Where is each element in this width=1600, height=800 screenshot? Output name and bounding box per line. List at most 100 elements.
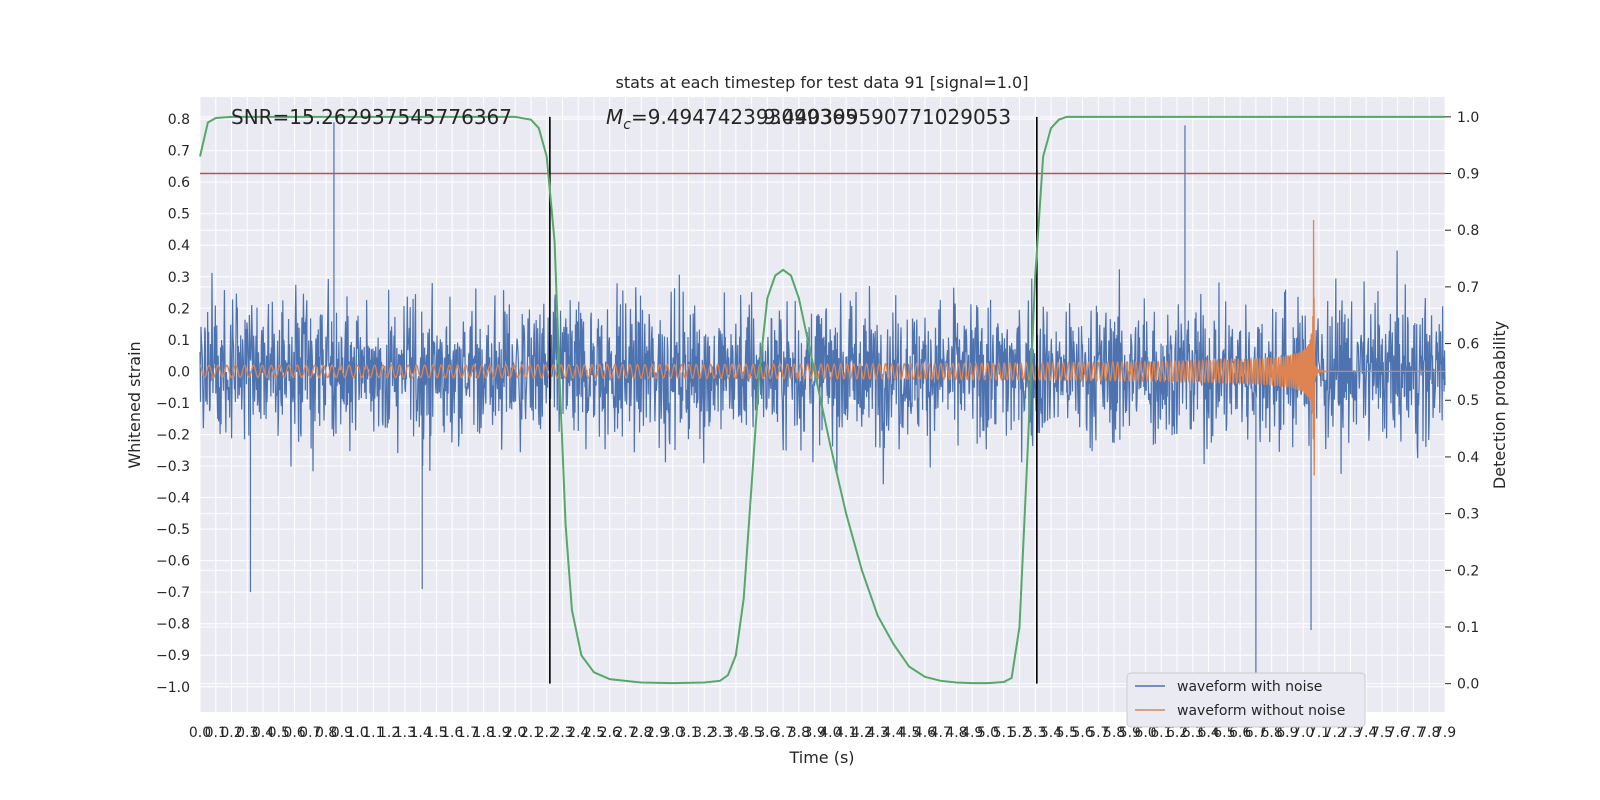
y-tick-label: 0.2 [168,301,190,317]
x-tick-label: 5.3 [1024,725,1046,741]
x-tick-label: 4.4 [882,725,904,741]
legend-label-clean: waveform without noise [1177,703,1345,719]
x-tick-label: 0.9 [331,725,353,741]
x-tick-label: 4.3 [867,725,889,741]
x-tick-label: 3.8 [788,725,810,741]
x-tick-label: 3.3 [709,725,731,741]
mc-symbol: M [606,105,623,129]
mc-value: =9.494742393099365 [631,105,858,129]
y-tick-label: −0.3 [156,459,190,475]
x-tick-label: 3.9 [803,725,825,741]
x-tick-label: 1.8 [473,725,495,741]
y2-axis-label: Detection probability [1490,321,1509,489]
chirp-series [199,219,1445,476]
x-tick-label: 1.5 [425,725,447,741]
y-tick-label: −0.6 [156,554,190,570]
y2-tick-label: 0.0 [1457,677,1479,693]
y-tick-label: −0.7 [156,585,190,601]
x-tick-label: 1.7 [457,725,479,741]
x-tick-label: 3.6 [756,725,778,741]
x-tick-label: 3.4 [725,725,747,741]
x-tick-label: 6.1 [1150,725,1172,741]
x-tick-label: 4.2 [851,725,873,741]
y2-tick-label: 0.8 [1457,223,1479,239]
x-tick-label: 5.5 [1056,725,1078,741]
x-tick-label: 2.3 [551,725,573,741]
x-tick-label: 7.5 [1371,725,1393,741]
x-tick-label: 7.3 [1339,725,1361,741]
x-tick-label: 2.1 [520,725,542,741]
x-tick-label: 3.2 [693,725,715,741]
x-tick-label: 6.3 [1182,725,1204,741]
x-tick-label: 2.6 [599,725,621,741]
x-tick-label: 2.0 [504,725,526,741]
x-tick-label: 5.8 [1103,725,1125,741]
y-tick-label: −0.4 [156,491,190,507]
legend-label-noise: waveform with noise [1177,679,1322,695]
x-tick-label: 4.7 [930,725,952,741]
x-tick-label: 0.5 [268,725,290,741]
y-tick-label: −0.8 [156,617,190,633]
noise-series [199,122,1446,681]
x-tick-label: 5.4 [1040,725,1062,741]
y-tick-label: −0.5 [156,522,190,538]
mc-subscript: c [623,117,631,133]
detection-probability-line [199,115,1445,685]
x-tick-label: 6.8 [1261,725,1283,741]
x-tick-label: 6.6 [1229,725,1251,741]
x-tick-label: 5.1 [993,725,1015,741]
y2-tick-label: 0.5 [1457,393,1479,409]
x-tick-label: 0.1 [205,725,227,741]
x-tick-label: 4.5 [898,725,920,741]
y-tick-label: 0.0 [168,364,190,380]
y-tick-label: 0.8 [168,112,190,128]
x-tick-label: 6.4 [1197,725,1219,741]
x-tick-label: 4.1 [835,725,857,741]
y-tick-label: 0.4 [168,238,190,254]
legend-box [1126,672,1366,728]
x-tick-label: 0.2 [220,725,242,741]
y-tick-label: 0.6 [168,175,190,191]
x-tick-label: 4.8 [945,725,967,741]
y2-tick-label: 0.9 [1457,167,1479,183]
y-tick-label: −0.9 [156,648,190,664]
x-tick-label: 5.6 [1071,725,1093,741]
x-tick-label: 0.3 [236,725,258,741]
x-tick-label: 2.7 [614,725,636,741]
x-tick-label: 3.0 [662,725,684,741]
x-tick-label: 5.7 [1087,725,1109,741]
x-tick-label: 6.0 [1134,725,1156,741]
x-tick-label: 2.9 [646,725,668,741]
x-tick-label: 1.4 [410,725,432,741]
y-tick-label: 0.7 [168,144,190,160]
y-tick-label: −0.2 [156,427,190,443]
x-axis-label: Time (s) [788,748,854,767]
x-tick-label: 3.7 [772,725,794,741]
x-tick-label: 1.1 [362,725,384,741]
x-tick-label: 6.5 [1213,725,1235,741]
x-tick-label: 3.1 [677,725,699,741]
x-tick-label: 6.7 [1245,725,1267,741]
x-tick-label: 2.8 [630,725,652,741]
x-tick-label: 1.3 [394,725,416,741]
overlay-layer [199,115,1445,685]
y2-tick-label: 0.3 [1457,507,1479,523]
y-tick-label: 0.1 [168,333,190,349]
y2-tick-label: 1.0 [1457,110,1479,126]
x-tick-label: 7.7 [1402,725,1424,741]
x-tick-label: 5.0 [977,725,999,741]
chart-title: stats at each timestep for test data 91 … [616,73,1029,92]
x-tick-label: 4.9 [961,725,983,741]
y-tick-label: −1.0 [156,680,190,696]
y2-tick-label: 0.7 [1457,280,1479,296]
x-tick-label: 2.4 [567,725,589,741]
x-tick-label: 2.2 [536,725,558,741]
x-tick-label: 3.5 [740,725,762,741]
x-tick-label: 0.6 [283,725,305,741]
y2-tick-label: 0.4 [1457,450,1479,466]
y-axis-label: Whitened strain [125,341,144,468]
x-tick-label: 7.2 [1324,725,1346,741]
y-tick-label: 0.3 [168,270,190,286]
x-tick-label: 0.8 [315,725,337,741]
